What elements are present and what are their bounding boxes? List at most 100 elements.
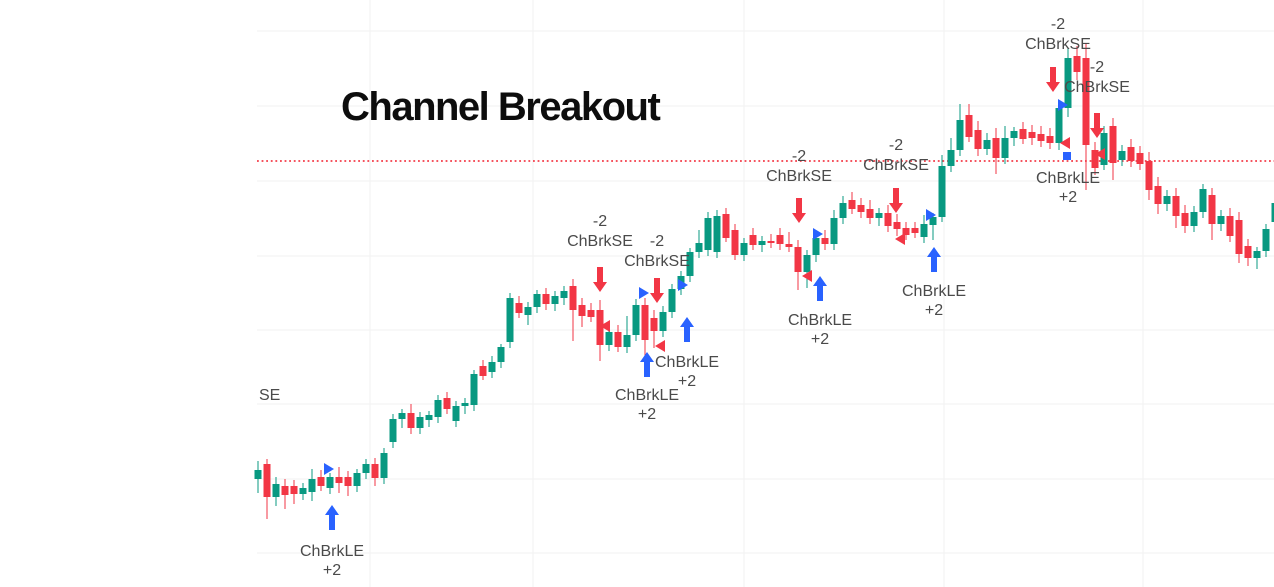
short-entry-name-label: ChBrkSE	[567, 233, 633, 250]
candle-up	[695, 230, 703, 258]
candle-down	[1172, 188, 1180, 228]
candle-body	[875, 213, 883, 218]
candle-body	[425, 415, 433, 420]
short-entry-name-label: ChBrkSE	[766, 168, 832, 185]
candle-up	[380, 448, 388, 484]
candle-down	[893, 214, 901, 236]
candle-body	[299, 488, 307, 494]
candle-up	[830, 210, 838, 250]
candle-body	[1001, 138, 1009, 158]
candle-up	[416, 412, 424, 434]
exit-fill-triangle-left-icon	[1095, 148, 1105, 160]
candle-up	[875, 208, 883, 226]
candle-down	[965, 104, 973, 142]
buy-arrow-up-icon	[813, 276, 827, 301]
candle-body	[614, 332, 622, 347]
candle-body	[641, 305, 649, 340]
long-entry-qty-label: +2	[1059, 189, 1077, 206]
candle-up	[947, 138, 955, 172]
candle-up	[632, 299, 640, 341]
candle-down	[884, 205, 892, 232]
candle-up	[533, 290, 541, 313]
candle-body	[461, 403, 469, 406]
candle-body	[857, 205, 865, 212]
sell-arrow-down-icon	[593, 267, 607, 292]
candle-body	[740, 243, 748, 255]
candle-body	[272, 484, 280, 497]
long-entry-qty-label: +2	[811, 331, 829, 348]
candle-body	[992, 138, 1000, 158]
candle-body	[1118, 151, 1126, 160]
candle-down	[542, 288, 550, 310]
candle-body	[371, 464, 379, 478]
candle-up	[929, 213, 937, 240]
candle-body	[1109, 126, 1117, 163]
candle-body	[578, 305, 586, 316]
short-entry-qty-label: -2	[1051, 16, 1065, 33]
short-entry-name-label: ChBrkSE	[624, 253, 690, 270]
candle-body	[1019, 129, 1027, 139]
exit-fill-triangle-left-icon	[655, 340, 665, 352]
candle-up	[389, 414, 397, 448]
candle-up	[713, 210, 721, 258]
candle-body	[920, 224, 928, 237]
candle-up	[488, 356, 496, 378]
candle-body	[605, 332, 613, 345]
candle-down	[1145, 152, 1153, 200]
short-entry-qty-label: -2	[1090, 59, 1104, 76]
candle-down	[281, 479, 289, 509]
candle-down	[290, 480, 298, 504]
candle-body	[506, 298, 514, 342]
candle-body	[1190, 212, 1198, 226]
candle-down	[650, 310, 658, 348]
candle-up	[254, 461, 262, 493]
candle-body	[650, 318, 658, 331]
candle-body	[542, 294, 550, 304]
candle-up	[686, 248, 694, 282]
candle-down	[1154, 177, 1162, 214]
candle-down	[902, 222, 910, 240]
short-entry-name-label: ChBrkSE	[863, 157, 929, 174]
candle-body	[587, 310, 595, 317]
candle-body	[839, 203, 847, 218]
candle-up	[938, 155, 946, 222]
candle-down	[1136, 146, 1144, 170]
clipped-marker-label: SE	[259, 387, 280, 404]
candle-body	[1271, 203, 1274, 222]
candle-body	[695, 243, 703, 252]
candle-down	[731, 224, 739, 260]
candle-up	[1001, 126, 1009, 164]
short-entry-qty-label: -2	[593, 213, 607, 230]
candle-down	[1073, 46, 1081, 80]
candle-body	[947, 150, 955, 166]
short-entry-name-label: ChBrkSE	[1025, 36, 1091, 53]
short-entry-qty-label: -2	[889, 137, 903, 154]
candle-body	[713, 216, 721, 252]
short-entry-name-label: ChBrkSE	[1064, 79, 1130, 96]
candle-body	[326, 477, 334, 488]
candle-body	[263, 464, 271, 497]
candle-down	[1127, 139, 1135, 167]
candle-body	[1091, 150, 1099, 168]
candle-body	[803, 255, 811, 272]
candle-down	[578, 298, 586, 327]
candle-body	[686, 252, 694, 276]
candle-up	[1163, 190, 1171, 211]
candle-up	[434, 395, 442, 423]
long-entry-name-label: ChBrkLE	[788, 312, 852, 329]
candle-up	[956, 104, 964, 156]
candle-body	[1253, 251, 1261, 258]
candle-body	[1046, 136, 1054, 143]
candle-up	[506, 293, 514, 348]
candle-up	[425, 411, 433, 427]
candle-body	[956, 120, 964, 150]
candle-body	[704, 218, 712, 250]
candle-body	[1244, 246, 1252, 258]
candle-down	[821, 230, 829, 250]
exit-fill-triangle-left-icon	[895, 233, 905, 245]
candle-body	[560, 291, 568, 298]
candle-body	[1208, 195, 1216, 224]
candle-body	[767, 241, 775, 243]
candle-body	[1172, 196, 1180, 216]
